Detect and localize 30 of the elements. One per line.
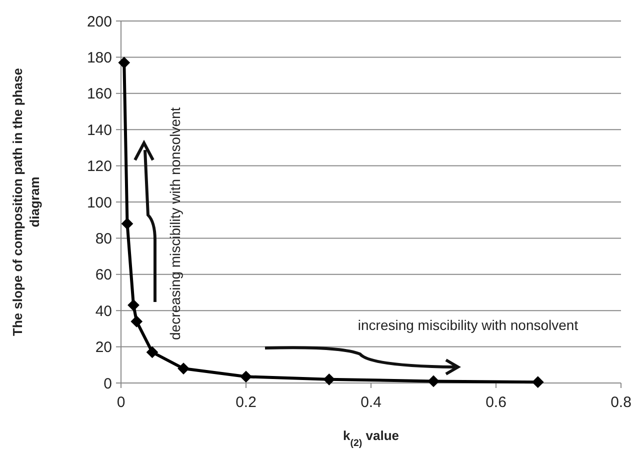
x-tick-label: 0.2 [236,394,256,411]
point [128,299,140,312]
y-tick-label: 60 [95,266,112,284]
point [532,376,544,388]
y-tick-label: 160 [86,86,112,103]
point [121,218,134,230]
y-tick-label: 200 [86,13,112,30]
point [428,375,440,388]
point [240,370,252,383]
y-tick-label: 40 [95,302,112,320]
x-axis-title: k$_{(2)}$ value [342,428,400,448]
y-tick-label: 80 [95,230,112,248]
y-tick-label: 120 [86,158,112,176]
x-tick-label: 0.6 [486,394,506,411]
point [146,346,158,358]
annotation: incresing miscibility with nonsolvent [358,317,578,333]
point [130,316,143,328]
point [118,56,130,69]
y-axis-title: The slope of composition path in the phase diagram [10,68,42,336]
y-tick-label: 140 [86,122,112,139]
x-tick-label: 0.4 [360,394,382,411]
y-tick-label: 100 [86,194,112,212]
y-tick-label: 0 [104,375,112,392]
x-tick-label: 0.8 [610,394,632,411]
x-tick-label: 0 [116,394,126,411]
y-tick-label: 20 [95,339,112,356]
point [323,373,336,386]
y-tick-label: 180 [86,49,112,66]
annotation: decreasing miscibility with nonsolvent [167,107,183,340]
point [178,362,190,374]
